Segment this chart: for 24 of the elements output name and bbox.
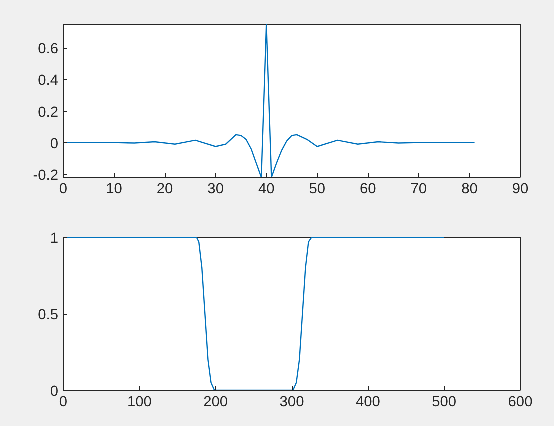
line-series [64,24,476,178]
x-tick-label: 80 [462,182,478,198]
x-tick-label: 10 [106,182,122,198]
x-tick-label: 300 [280,394,304,410]
x-tick-label: 60 [360,182,376,198]
y-tick-label: 1 [50,231,59,247]
x-tick-label: 500 [432,394,457,410]
y-tick-label: 0.6 [38,42,58,58]
y-tick-label: 0 [50,136,59,152]
y-tick-label: -0.2 [33,168,59,184]
x-tick-label: 90 [512,182,529,198]
x-tick-label: 50 [309,182,326,198]
y-tick-label: 0.2 [38,104,58,121]
x-tick-label: 30 [208,182,224,198]
x-tick-label: 70 [410,182,428,198]
x-tick-label: 600 [508,394,533,410]
y-tick-label: 0.4 [38,73,58,90]
x-tick-label: 40 [258,182,275,198]
x-tick-label: 100 [127,394,152,410]
y-tick-label: 0 [50,384,59,400]
y-tick-label: 0.5 [38,308,58,324]
x-tick-label: 200 [204,394,228,410]
x-tick-label: 20 [156,182,174,198]
x-tick-label: 400 [356,394,380,410]
